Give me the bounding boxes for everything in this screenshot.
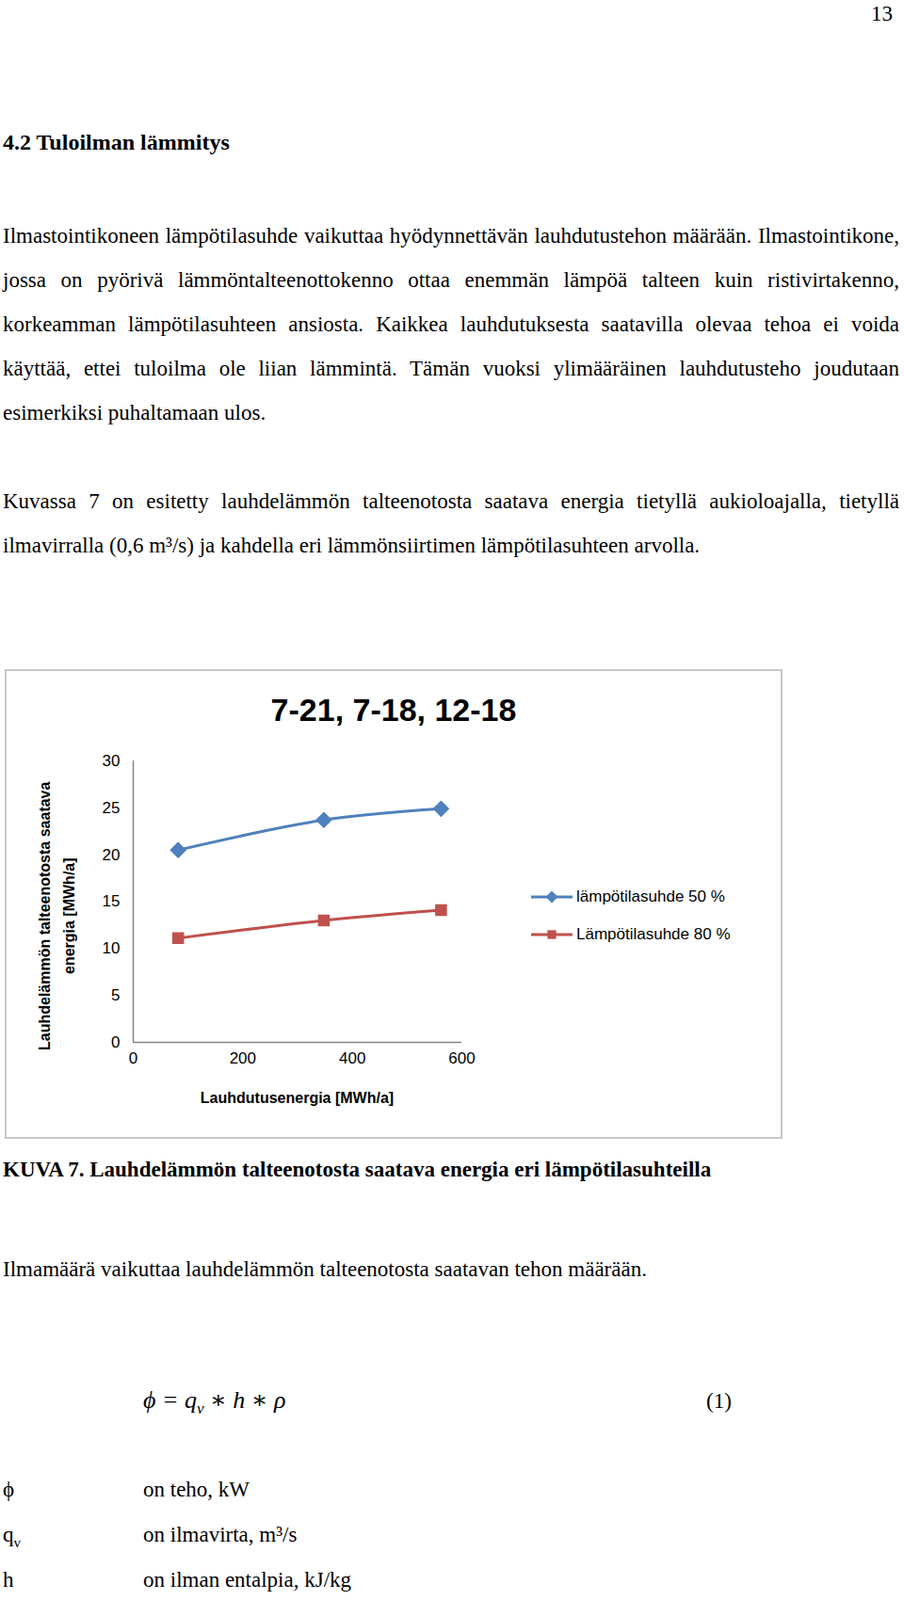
html-text:4.2 Tuloilman lämmitys: 4.2 Tuloilman lämmitys bbox=[2, 129, 230, 155]
html-text:lämpötilasuhde 50 %: lämpötilasuhde 50 % bbox=[576, 887, 725, 906]
svg-text:15: 15 bbox=[102, 892, 121, 911]
svg-text:200: 200 bbox=[229, 1049, 257, 1068]
html-text:Lauhdutusenergia [MWh/a]: Lauhdutusenergia [MWh/a] bbox=[200, 1090, 394, 1107]
html-text:on ilman entalpia, kJ/kg: on ilman entalpia, kJ/kg bbox=[143, 1568, 352, 1593]
svg-text:25: 25 bbox=[102, 799, 121, 818]
html-text:Ilmastointikoneen lämpötilasuh: Ilmastointikoneen lämpötilasuhde vaikutt… bbox=[2, 224, 900, 425]
svg-text:0: 0 bbox=[111, 1033, 120, 1052]
svg-text:5: 5 bbox=[111, 986, 120, 1005]
svg-text:600: 600 bbox=[448, 1049, 475, 1068]
svg-text:400: 400 bbox=[339, 1049, 366, 1068]
html-text:h: h bbox=[2, 1568, 14, 1593]
html-text:on ilmavirta, m³/s: on ilmavirta, m³/s bbox=[143, 1523, 298, 1548]
html-text:Kuvassa 7 on esitetty lauhdelä: Kuvassa 7 on esitetty lauhdelämmön talte… bbox=[2, 489, 900, 558]
html-text:ϕ = qv∗ h ∗ ρ: ϕ = qv∗ h ∗ ρ bbox=[143, 1387, 286, 1419]
html-text:on teho, kW: on teho, kW bbox=[143, 1478, 250, 1502]
svg-text:10: 10 bbox=[102, 939, 121, 958]
html-text:13: 13 bbox=[871, 1, 893, 26]
svg-text:0: 0 bbox=[129, 1049, 138, 1068]
svg-text:20: 20 bbox=[102, 846, 121, 865]
html-text:Ilmamäärä vaikuttaa lauhdelämm: Ilmamäärä vaikuttaa lauhdelämmön talteen… bbox=[2, 1258, 647, 1282]
svg-text:30: 30 bbox=[102, 752, 121, 771]
html-text:ϕ: ϕ bbox=[2, 1478, 15, 1502]
html-text:Lämpötilasuhde 80 %: Lämpötilasuhde 80 % bbox=[576, 925, 731, 944]
html-text:qv: qv bbox=[2, 1523, 21, 1551]
html-text:(1): (1) bbox=[706, 1389, 732, 1414]
html-text:Lauhdelämmön talteenotosta saa: Lauhdelämmön talteenotosta saatava energ… bbox=[36, 781, 78, 1051]
html-text:7-21, 7-18, 12-18: 7-21, 7-18, 12-18 bbox=[270, 692, 517, 728]
html-text:KUVA 7. Lauhdelämmön talteenot: KUVA 7. Lauhdelämmön talteenotosta saata… bbox=[2, 1158, 712, 1182]
